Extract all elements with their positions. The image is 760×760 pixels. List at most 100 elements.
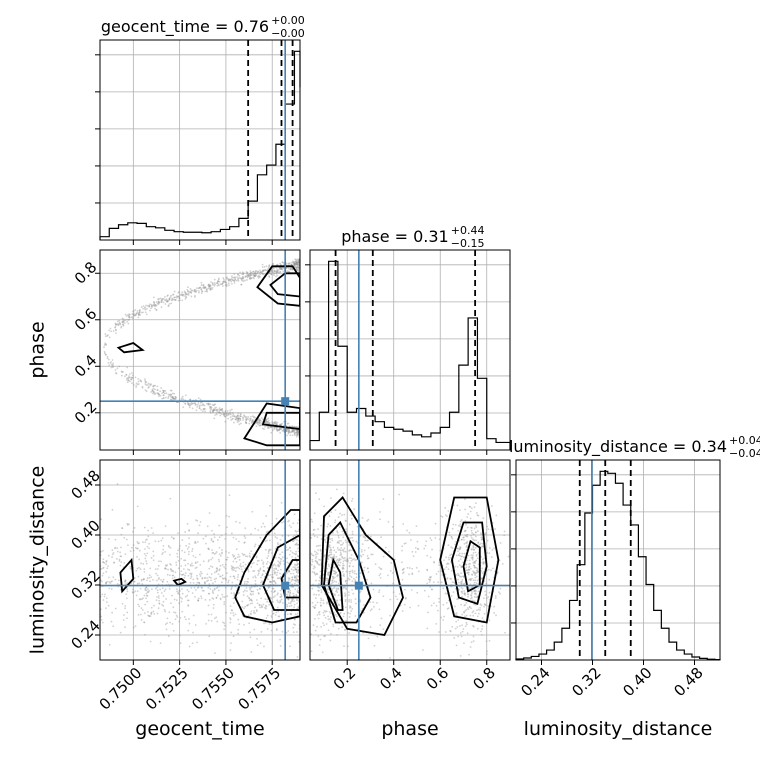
sample-point — [297, 266, 300, 269]
sample-point — [260, 606, 263, 609]
sample-point — [294, 588, 297, 591]
sample-point — [136, 590, 139, 592]
sample-point — [481, 628, 483, 630]
sample-point — [427, 578, 430, 581]
sample-point — [216, 409, 218, 412]
sample-point — [128, 375, 130, 378]
sample-point — [297, 260, 300, 263]
sample-point — [294, 579, 297, 582]
sample-point — [287, 270, 290, 273]
sample-point — [105, 582, 107, 585]
sample-point — [237, 417, 239, 420]
sample-point — [281, 528, 283, 530]
sample-point — [477, 612, 480, 615]
sample-point — [177, 295, 180, 298]
sample-point — [228, 515, 230, 518]
sample-point — [157, 300, 160, 303]
sample-point — [224, 567, 227, 570]
sample-point — [112, 551, 115, 554]
sample-point — [458, 554, 461, 557]
sample-point — [280, 267, 283, 270]
sample-point — [141, 386, 144, 389]
sample-point — [219, 283, 222, 286]
sample-point — [161, 581, 164, 583]
title-value: phase = 0.31 — [341, 227, 448, 246]
sample-point — [330, 632, 332, 635]
sample-point — [465, 621, 468, 624]
sample-point — [259, 536, 262, 539]
sample-point — [326, 602, 328, 605]
sample-point — [114, 578, 117, 581]
contour-level — [119, 557, 135, 594]
sample-point — [199, 575, 202, 577]
sample-point — [271, 429, 274, 432]
sample-point — [456, 547, 459, 550]
sample-point — [128, 313, 131, 316]
sample-point — [146, 577, 149, 580]
sample-point — [108, 329, 111, 332]
sample-point — [331, 556, 334, 559]
sample-point — [256, 588, 259, 591]
sample-point — [470, 596, 473, 599]
sample-point — [274, 595, 276, 597]
sample-point — [289, 434, 292, 437]
sample-point — [262, 565, 265, 568]
sample-point — [275, 267, 278, 269]
sample-point — [237, 418, 240, 421]
sample-point — [252, 590, 255, 593]
x-tick-label: 0.7500 — [96, 664, 146, 714]
sample-point — [223, 628, 226, 631]
sample-point — [329, 546, 332, 549]
sample-point — [225, 558, 228, 561]
sample-point — [268, 264, 271, 266]
sample-point — [219, 408, 222, 411]
sample-point — [142, 578, 145, 581]
sample-point — [252, 274, 255, 276]
sample-point — [230, 631, 233, 634]
sample-point — [465, 542, 468, 545]
sample-point — [215, 597, 218, 599]
sample-point — [138, 566, 140, 569]
sample-point — [334, 613, 337, 616]
sample-point — [215, 412, 218, 415]
sample-point — [311, 558, 314, 561]
sample-point — [280, 267, 283, 270]
title-upper-error: +0.04 — [729, 434, 760, 447]
sample-point — [155, 309, 158, 311]
sample-point — [168, 298, 171, 301]
sample-point — [228, 279, 230, 282]
sample-point — [455, 554, 458, 557]
sample-point — [310, 563, 313, 566]
sample-point — [296, 262, 299, 264]
sample-point — [360, 609, 362, 612]
sample-point — [339, 551, 342, 554]
sample-point — [200, 408, 203, 411]
sample-point — [313, 550, 316, 553]
sample-point — [182, 398, 185, 401]
sample-point — [249, 588, 252, 591]
sample-point — [194, 624, 197, 626]
sample-point — [270, 581, 272, 583]
sample-point — [279, 543, 282, 546]
sample-point — [322, 611, 325, 614]
sample-point — [212, 409, 215, 412]
sample-point — [414, 546, 417, 549]
sample-point — [293, 582, 296, 585]
sample-point — [345, 582, 348, 585]
sample-point — [260, 576, 262, 579]
sample-point — [134, 309, 137, 311]
sample-point — [471, 556, 474, 559]
sample-point — [243, 535, 246, 538]
sample-point — [297, 265, 300, 268]
sample-point — [200, 284, 203, 286]
sample-point — [223, 280, 226, 283]
sample-point — [286, 613, 289, 616]
sample-point — [155, 301, 158, 304]
sample-point — [130, 378, 132, 381]
sample-point — [347, 577, 350, 580]
sample-point — [473, 561, 475, 563]
sample-point — [209, 410, 212, 413]
sample-point — [487, 568, 490, 571]
sample-point — [335, 555, 338, 558]
sample-point — [221, 549, 223, 551]
